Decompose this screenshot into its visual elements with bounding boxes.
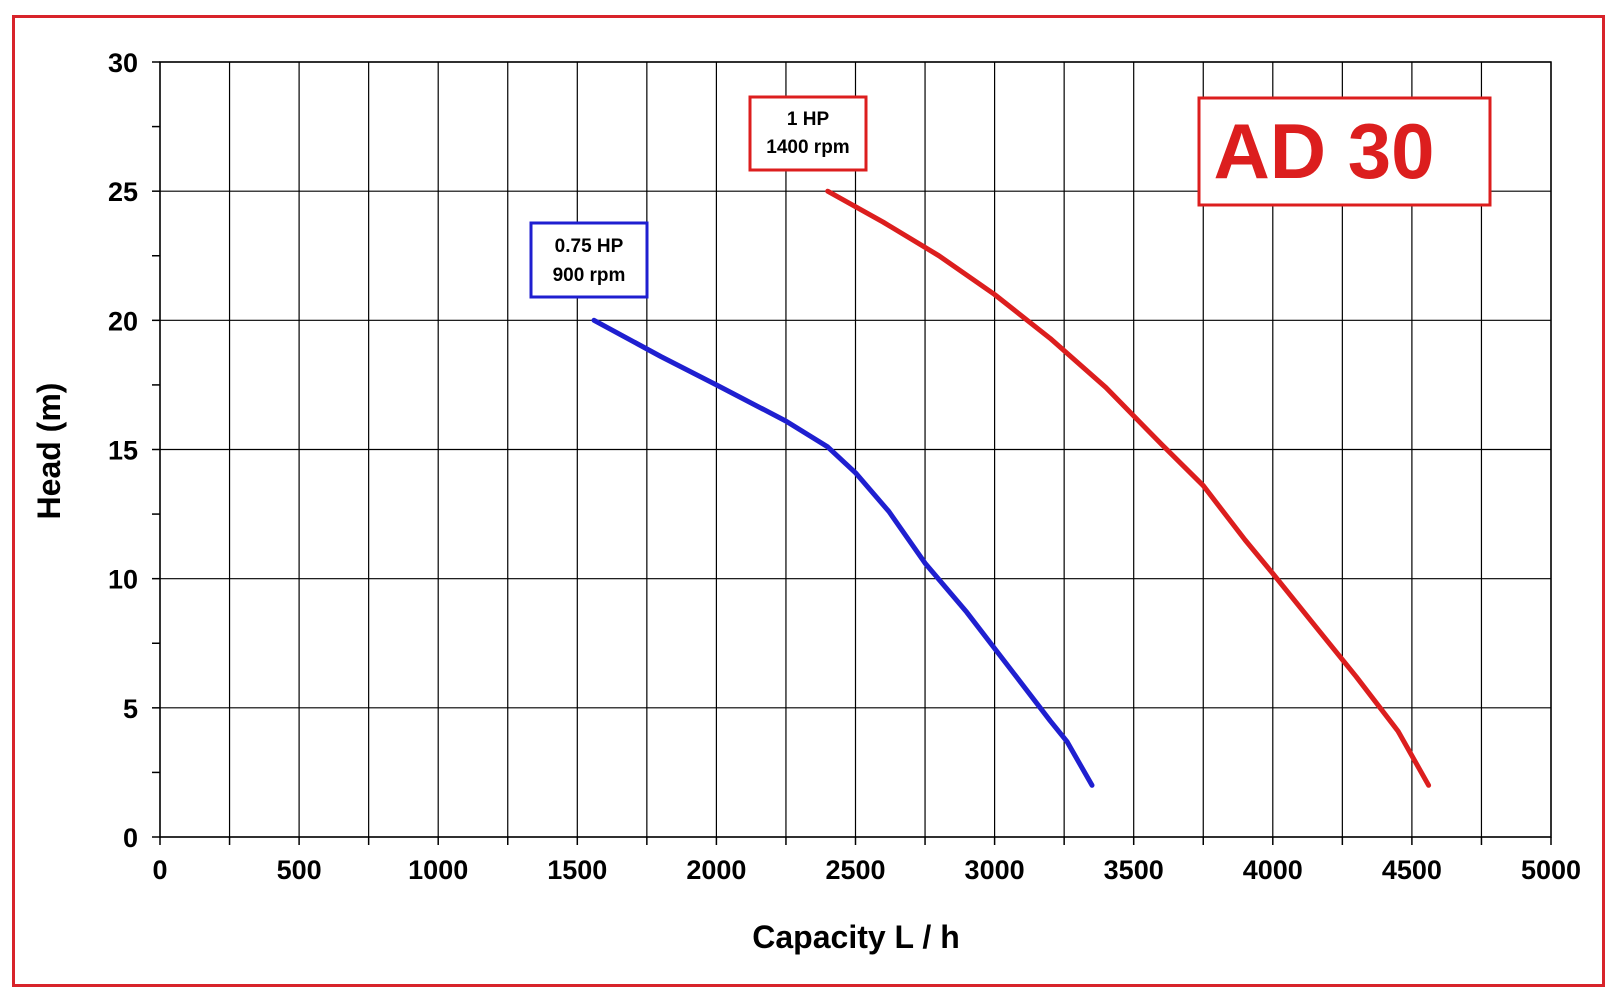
x-axis-label: Capacity L / h [752,919,959,955]
axes [152,61,1552,845]
y-tick-label: 25 [108,177,138,207]
y-tick-label: 5 [123,694,138,724]
series-line-1 [825,188,1432,788]
plot-border [159,61,1552,838]
x-tick-label: 2500 [825,855,885,885]
x-tick-label: 2000 [686,855,746,885]
series-label-box-1 [748,95,868,172]
x-tick-label: 0 [152,855,167,885]
x-tick-label: 4500 [1382,855,1442,885]
y-tick-label: 30 [108,48,138,78]
x-tick-label: 4000 [1243,855,1303,885]
y-tick-label: 15 [108,436,138,466]
x-tick-label: 3000 [965,855,1025,885]
series-line-0 [591,317,1095,788]
x-tick-label: 3500 [1104,855,1164,885]
x-tick-labels: 0 500 1000 1500 2000 2500 3000 3500 4000 4500 5000 [152,855,1581,885]
y-axis-label: Head (m) [31,383,67,520]
y-tick-label: 0 [123,823,138,853]
y-tick-label: 10 [108,565,138,595]
y-tick-labels: 0 5 10 15 20 25 30 [108,48,138,853]
title-box [1197,96,1492,207]
x-tick-label: 1500 [547,855,607,885]
series-lines [591,188,1432,788]
series-label-1-line-0: 1 HP [787,109,830,130]
series-label-1-line-1: 1400 rpm [766,137,849,158]
x-tick-label: 500 [277,855,322,885]
series-label-0-line-0: 0.75 HP [555,236,624,257]
x-tick-label: 1000 [408,855,468,885]
chart-title: AD 30 [1213,107,1434,195]
series-label-box-0 [529,221,649,299]
chart-frame [12,15,1605,987]
y-tick-label: 20 [108,306,138,336]
series-label-0-line-1: 900 rpm [553,265,626,286]
x-tick-label: 5000 [1521,855,1581,885]
